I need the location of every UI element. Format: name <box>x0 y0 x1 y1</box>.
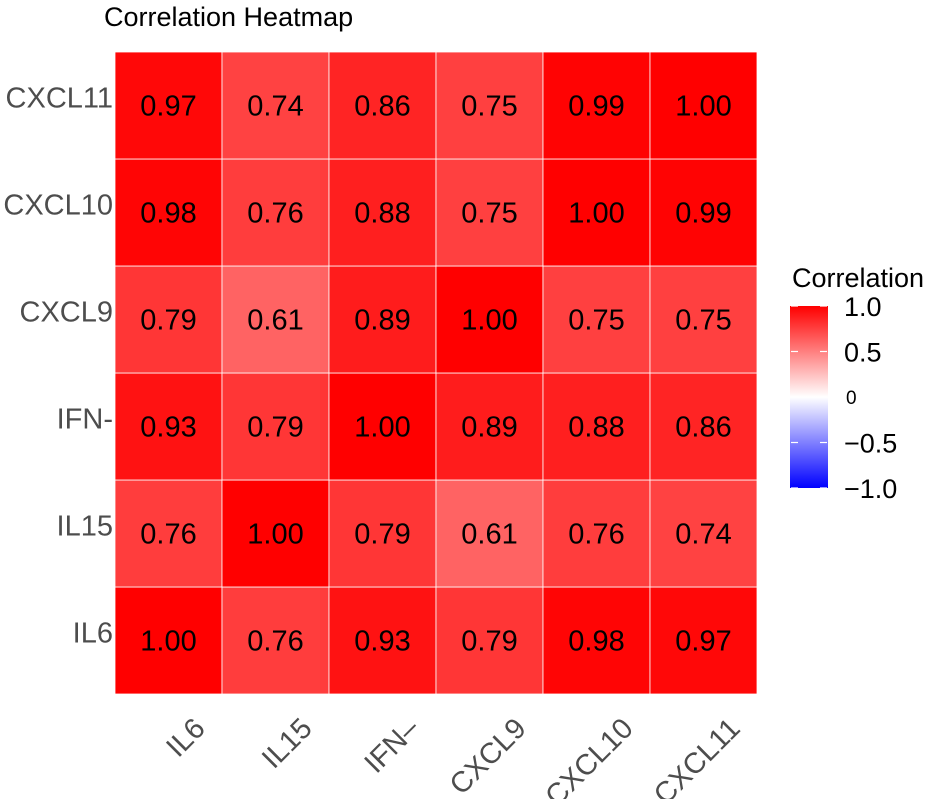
heatmap-cell <box>114 51 223 160</box>
cell-value-label: 0.79 <box>140 305 196 337</box>
cell-value-label: 0.86 <box>675 412 731 444</box>
heatmap-cell <box>328 372 437 481</box>
heatmap-cell <box>649 479 758 588</box>
heatmap-cell <box>435 372 544 481</box>
x-tick-label: CXCL10 <box>539 712 639 799</box>
cell-value-label: 1.00 <box>247 519 303 551</box>
heatmap-cell <box>542 51 651 160</box>
legend-ticks: 1.0 0.5 0 −0.5 −1.0 <box>791 292 897 504</box>
x-tick-label: IFN– <box>359 712 427 780</box>
x-tick-label: IL15 <box>256 712 319 775</box>
cell-value-label: 0.86 <box>354 91 410 123</box>
cell-value-label: 0.76 <box>568 519 624 551</box>
heatmap-cell <box>435 586 544 695</box>
x-tick-label: CXCL9 <box>444 712 533 799</box>
cell-value-label: 0.75 <box>568 305 624 337</box>
heatmap-cell <box>328 158 437 267</box>
cell-value-label: 0.76 <box>247 626 303 658</box>
cell-value-label: 0.99 <box>568 91 624 123</box>
x-tick-label: IL6 <box>160 712 211 763</box>
heatmap-cell <box>221 479 330 588</box>
cell-value-label: 0.76 <box>140 519 196 551</box>
legend-tick-label: 1.0 <box>844 292 882 322</box>
heatmap-cell <box>114 586 223 695</box>
cell-value-label: 0.74 <box>247 91 303 123</box>
heatmap-cell <box>649 265 758 374</box>
heatmap-cell <box>649 372 758 481</box>
heatmap-cell <box>649 158 758 267</box>
heatmap-cell <box>435 479 544 588</box>
cell-value-label: 0.89 <box>461 412 517 444</box>
legend-tick-label: −1.0 <box>844 474 897 504</box>
cell-value-label: 0.75 <box>461 91 517 123</box>
cell-value-label: 0.61 <box>461 519 517 551</box>
cell-value-label: 1.00 <box>675 91 731 123</box>
cell-value-label: 1.00 <box>568 198 624 230</box>
y-tick-label: IL6 <box>73 618 113 650</box>
cell-value-label: 0.97 <box>675 626 731 658</box>
legend-tick-label: 0.5 <box>844 338 882 368</box>
x-tick-label: CXCL11 <box>648 712 747 799</box>
cell-value-label: 0.88 <box>354 198 410 230</box>
cell-value-label: 0.79 <box>354 519 410 551</box>
heatmap-cell <box>114 158 223 267</box>
heatmap-cell <box>542 265 651 374</box>
heatmap-cell <box>114 372 223 481</box>
heatmap-cell <box>542 158 651 267</box>
heatmap-cell <box>328 265 437 374</box>
cell-value-label: 0.79 <box>247 412 303 444</box>
cell-value-label: 0.93 <box>140 412 196 444</box>
heatmap-cell <box>114 265 223 374</box>
heatmap-cell <box>542 372 651 481</box>
cell-value-label: 0.98 <box>568 626 624 658</box>
cell-value-label: 0.75 <box>675 305 731 337</box>
y-tick-label: CXCL10 <box>3 190 113 222</box>
cell-value-label: 0.74 <box>675 519 731 551</box>
legend-tick-label: 0 <box>846 388 857 409</box>
y-tick-label: CXCL9 <box>20 297 114 329</box>
y-tick-label: CXCL11 <box>6 83 113 115</box>
cell-value-label: 1.00 <box>140 626 196 658</box>
y-tick-label: IFN- <box>57 404 113 436</box>
cell-value-label: 0.61 <box>247 305 303 337</box>
heatmap-cell <box>221 265 330 374</box>
heatmap-cell <box>649 586 758 695</box>
heatmap-cell <box>221 586 330 695</box>
cell-value-label: 0.89 <box>354 305 410 337</box>
cell-value-label: 0.93 <box>354 626 410 658</box>
x-axis-tick-labels: IL6 IL15 IFN– CXCL9 CXCL10 CXCL11 <box>160 712 746 799</box>
heatmap-cell <box>328 479 437 588</box>
cell-value-label: 1.00 <box>354 412 410 444</box>
heatmap-cell-labels: 1.00 0.76 0.93 0.79 0.98 0.97 0.76 1.00 0.79 0.61… <box>140 91 731 658</box>
cell-value-label: 0.99 <box>675 198 731 230</box>
heatmap-cells <box>114 51 758 695</box>
chart-title: Correlation Heatmap <box>104 2 353 32</box>
heatmap-cell <box>114 479 223 588</box>
heatmap-cell <box>542 586 651 695</box>
y-tick-label: IL15 <box>57 511 113 543</box>
heatmap-cell <box>435 158 544 267</box>
heatmap-cell <box>435 51 544 160</box>
cell-value-label: 0.79 <box>461 626 517 658</box>
legend-tick-label: −0.5 <box>844 429 897 459</box>
cell-value-label: 0.75 <box>461 198 517 230</box>
y-axis-tick-labels: IL6 IL15 IFN- CXCL9 CXCL10 CXCL11 <box>3 83 113 650</box>
legend-title: Correlation <box>792 263 924 293</box>
cell-value-label: 0.76 <box>247 198 303 230</box>
cell-value-label: 0.98 <box>140 198 196 230</box>
cell-value-label: 0.97 <box>140 91 196 123</box>
heatmap-cell <box>649 51 758 160</box>
cell-value-label: 0.88 <box>568 412 624 444</box>
cell-value-label: 1.00 <box>461 305 517 337</box>
